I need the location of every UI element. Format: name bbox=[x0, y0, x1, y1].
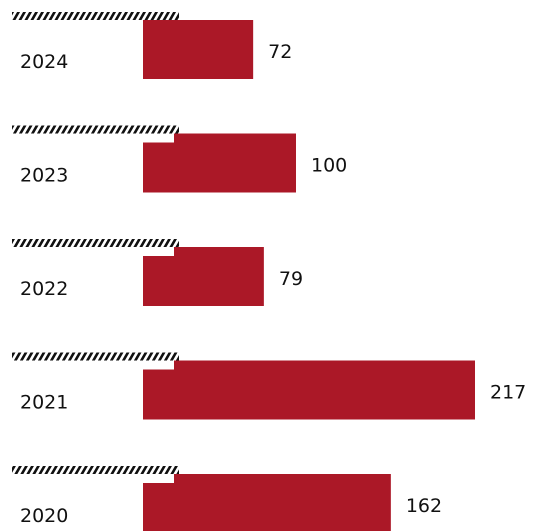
category-label: 2023 bbox=[20, 165, 68, 187]
value-label: 72 bbox=[268, 41, 292, 63]
bar bbox=[143, 360, 475, 420]
hatch-strip bbox=[12, 466, 179, 474]
bar bbox=[143, 20, 254, 79]
bar-notch bbox=[143, 360, 174, 370]
value-label: 100 bbox=[311, 155, 347, 177]
category-label: 2021 bbox=[20, 392, 68, 414]
value-label: 217 bbox=[490, 382, 526, 404]
category-label: 2022 bbox=[20, 278, 68, 300]
bar-notch bbox=[143, 474, 174, 483]
hatch-strip bbox=[12, 125, 179, 134]
bar-notch bbox=[143, 247, 174, 256]
hatch-strip bbox=[12, 239, 179, 247]
value-label: 79 bbox=[279, 268, 303, 290]
hatch-strip bbox=[12, 12, 179, 20]
bar bbox=[143, 133, 296, 193]
bar bbox=[143, 247, 264, 306]
hatch-strip bbox=[12, 352, 179, 361]
category-label: 2024 bbox=[20, 51, 68, 73]
bar bbox=[143, 474, 391, 531]
bar-notch bbox=[143, 133, 174, 143]
category-label: 2020 bbox=[20, 505, 68, 527]
value-label: 162 bbox=[406, 495, 442, 517]
